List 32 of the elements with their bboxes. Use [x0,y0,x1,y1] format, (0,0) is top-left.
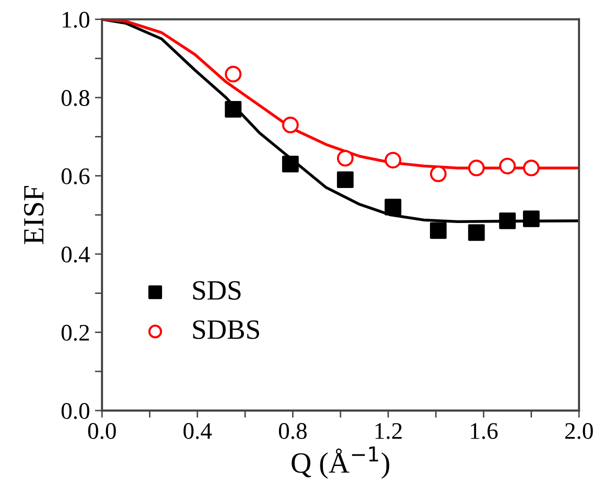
point [336,150,354,167]
x-tick-label: 0.0 [88,423,116,440]
y-axis-title: EISF [24,186,44,244]
point [468,160,485,176]
x-axis-title: Q (Å$^{−1}$) [292,446,390,479]
legend-label: SDBS [193,320,260,340]
point [499,212,516,230]
y-tick-label: 0.0 [62,403,90,420]
point [430,166,447,182]
point [468,224,485,241]
point [336,171,354,188]
legend-label: SDS [193,281,241,300]
point [384,198,402,216]
point [522,210,540,228]
point [499,158,516,174]
y-tick-label: 0.2 [62,324,89,341]
point [282,116,299,134]
y-tick-label: 0.8 [62,90,90,106]
point [430,222,447,239]
x-tick-label: 1.2 [376,423,402,440]
y-tick-label: 0.6 [62,168,90,184]
y-tick-label: 1.0 [62,12,90,28]
x-tick-label: 2.0 [565,423,593,440]
point [224,66,242,82]
point [522,160,540,176]
point [282,156,299,172]
x-tick-label: 1.6 [470,423,498,440]
x-tick-label: 0.8 [278,423,307,440]
point [224,100,242,118]
x-tick-label: 0.4 [184,423,212,440]
point [384,152,402,168]
y-tick-label: 0.4 [62,246,90,263]
